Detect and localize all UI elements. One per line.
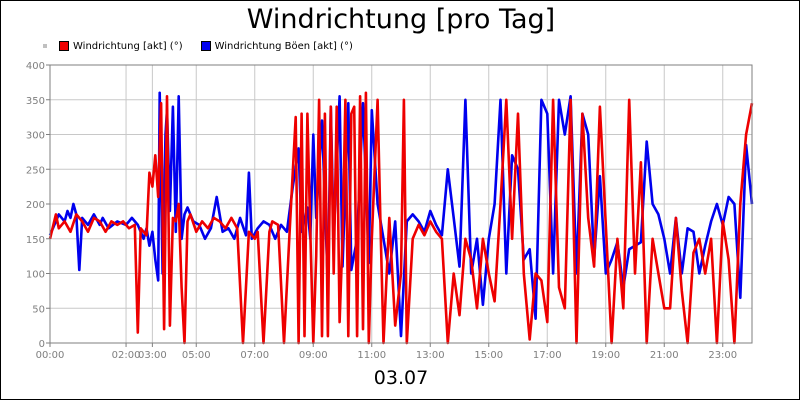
y-tick-label: 100: [26, 270, 45, 281]
legend-swatch-red: [59, 41, 69, 51]
x-tick-label: 03:00: [138, 350, 167, 361]
y-tick-label: 50: [32, 304, 45, 315]
legend-swatch-blue: [200, 41, 211, 51]
y-tick-label: 250: [26, 165, 45, 176]
x-tick-label: 05:00: [182, 350, 211, 361]
y-tick-label: 350: [26, 96, 45, 107]
x-tick-label: 19:00: [591, 350, 620, 361]
x-tick-label: 23:00: [708, 350, 737, 361]
line-chart: 0 50 100 150 200 250 300 350 400 00:00 02:0003:00…: [26, 61, 754, 361]
legend-item-wind-direction: Windrichtung [akt] (°): [59, 41, 183, 52]
x-tick-label: 07:00: [240, 350, 269, 361]
series-line-wind-direction: [48, 91, 754, 345]
x-tick-label: 09:00: [299, 350, 328, 361]
chart-legend: Windrichtung [akt] (°) Windrichtung Böen…: [43, 39, 371, 53]
y-tick-label: 400: [26, 61, 45, 72]
x-tick-label: 13:00: [416, 350, 445, 361]
legend-label-wind-direction: Windrichtung [akt] (°): [73, 40, 183, 52]
series-lines: [48, 91, 754, 345]
y-tick-label: 150: [26, 235, 45, 246]
y-tick-label: 200: [26, 200, 45, 211]
chart-title: Windrichtung [pro Tag]: [246, 4, 556, 35]
x-tick-label: 15:00: [474, 350, 503, 361]
x-tick-label: 11:00: [357, 350, 386, 361]
y-tick-label: 0: [39, 339, 45, 350]
x-tick-label: 21:00: [650, 350, 679, 361]
y-axis-ticks: 0 50 100 150 200 250 300 350 400: [26, 61, 50, 350]
y-tick-label: 300: [26, 131, 45, 142]
legend-marker-icon: [43, 44, 47, 48]
legend-item-gust-direction: Windrichtung Böen [akt] (°): [200, 40, 353, 52]
x-tick-label: 00:00: [36, 350, 65, 361]
x-tick-label: 02:00: [112, 350, 141, 361]
x-tick-label: 17:00: [533, 350, 562, 361]
date-label: 03.07: [373, 367, 429, 389]
legend-label-gust-direction: Windrichtung Böen [akt] (°): [214, 40, 353, 52]
